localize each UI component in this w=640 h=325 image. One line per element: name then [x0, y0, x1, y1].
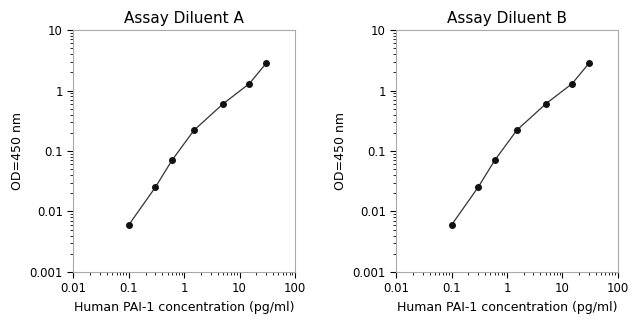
Title: Assay Diluent B: Assay Diluent B [447, 11, 567, 26]
Title: Assay Diluent A: Assay Diluent A [124, 11, 244, 26]
X-axis label: Human PAI-1 concentration (pg/ml): Human PAI-1 concentration (pg/ml) [74, 301, 294, 314]
Y-axis label: OD=450 nm: OD=450 nm [11, 112, 24, 190]
X-axis label: Human PAI-1 concentration (pg/ml): Human PAI-1 concentration (pg/ml) [397, 301, 617, 314]
Y-axis label: OD=450 nm: OD=450 nm [334, 112, 347, 190]
